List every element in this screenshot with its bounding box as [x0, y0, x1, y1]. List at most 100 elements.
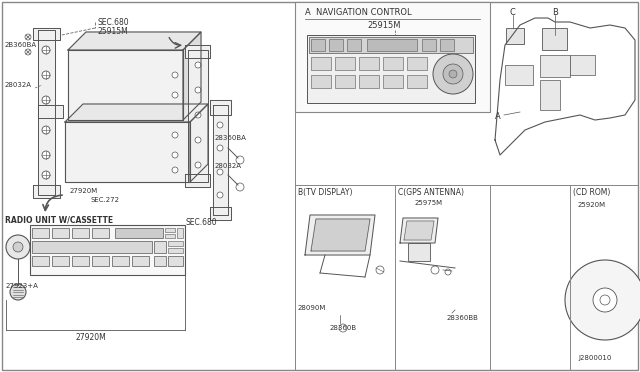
Circle shape — [217, 192, 223, 198]
Text: SEC.272: SEC.272 — [90, 197, 119, 203]
Polygon shape — [68, 32, 201, 50]
Bar — [52, 228, 69, 238]
Bar — [295, 2, 490, 112]
Polygon shape — [213, 105, 228, 215]
Bar — [311, 39, 325, 51]
Circle shape — [445, 269, 451, 275]
Text: 28032A: 28032A — [215, 163, 242, 169]
Bar — [168, 256, 183, 266]
Circle shape — [172, 167, 178, 173]
Polygon shape — [65, 104, 208, 122]
Text: 2B360BA: 2B360BA — [5, 42, 37, 48]
Bar — [408, 243, 430, 261]
Circle shape — [42, 171, 50, 179]
Circle shape — [42, 71, 50, 79]
Text: B(TV DISPLAY): B(TV DISPLAY) — [298, 188, 353, 197]
Circle shape — [42, 96, 50, 104]
Bar — [115, 228, 163, 238]
Text: 28032A: 28032A — [5, 82, 32, 88]
Text: 28360BB: 28360BB — [447, 315, 479, 321]
Polygon shape — [404, 221, 434, 240]
Bar — [30, 225, 185, 275]
Text: 28090M: 28090M — [298, 305, 326, 311]
Circle shape — [195, 112, 201, 118]
Bar — [329, 39, 343, 51]
Bar — [335, 57, 355, 70]
Bar — [32, 228, 49, 238]
Bar — [132, 256, 149, 266]
Bar — [506, 28, 524, 44]
Circle shape — [431, 266, 439, 274]
Circle shape — [339, 324, 347, 332]
Circle shape — [42, 151, 50, 159]
Bar — [407, 75, 427, 88]
Circle shape — [195, 62, 201, 68]
Circle shape — [236, 156, 244, 164]
Circle shape — [565, 260, 640, 340]
Bar — [422, 39, 436, 51]
Bar — [112, 256, 129, 266]
Bar — [440, 39, 454, 51]
Bar — [168, 241, 183, 246]
Bar — [359, 57, 379, 70]
Bar — [165, 234, 175, 238]
Bar — [367, 39, 417, 51]
Bar — [154, 256, 166, 266]
Bar — [72, 256, 89, 266]
Polygon shape — [311, 219, 370, 251]
Bar — [165, 228, 175, 232]
Text: (CD ROM): (CD ROM) — [573, 188, 611, 197]
Circle shape — [217, 169, 223, 175]
Bar — [92, 256, 109, 266]
Circle shape — [593, 288, 617, 312]
Circle shape — [195, 162, 201, 168]
Bar — [311, 57, 331, 70]
Polygon shape — [305, 215, 375, 255]
Circle shape — [172, 132, 178, 138]
Text: RADIO UNIT W/CASSETTE: RADIO UNIT W/CASSETTE — [5, 215, 113, 224]
Bar — [72, 228, 89, 238]
Bar — [359, 75, 379, 88]
Text: SEC.680: SEC.680 — [97, 18, 129, 27]
Polygon shape — [210, 207, 231, 220]
Polygon shape — [38, 105, 63, 118]
Polygon shape — [183, 32, 201, 120]
Bar — [505, 65, 533, 85]
Bar — [540, 80, 560, 110]
Bar — [347, 39, 361, 51]
Circle shape — [236, 183, 244, 191]
Circle shape — [217, 122, 223, 128]
Circle shape — [443, 64, 463, 84]
Circle shape — [195, 87, 201, 93]
Circle shape — [449, 70, 457, 78]
Polygon shape — [33, 28, 60, 40]
Text: 27923+A: 27923+A — [6, 283, 39, 289]
Polygon shape — [33, 185, 60, 198]
Polygon shape — [400, 218, 438, 243]
Text: 27920M: 27920M — [75, 333, 106, 342]
Text: SEC.680: SEC.680 — [185, 218, 216, 227]
Text: A  NAVIGATION CONTROL: A NAVIGATION CONTROL — [305, 8, 412, 17]
Circle shape — [172, 72, 178, 78]
Bar — [32, 256, 49, 266]
Circle shape — [42, 126, 50, 134]
Circle shape — [6, 235, 30, 259]
Bar — [335, 75, 355, 88]
Text: 25920M: 25920M — [578, 202, 606, 208]
Text: B: B — [552, 8, 558, 17]
Polygon shape — [68, 50, 183, 120]
Text: J2800010: J2800010 — [578, 355, 611, 361]
Circle shape — [172, 92, 178, 98]
Text: 27920M: 27920M — [70, 188, 99, 194]
Bar — [177, 228, 183, 238]
Bar — [383, 57, 403, 70]
Bar — [309, 37, 473, 53]
Bar — [542, 28, 567, 50]
Bar — [32, 241, 152, 253]
Bar — [407, 57, 427, 70]
Circle shape — [25, 49, 31, 55]
Text: 25915M: 25915M — [97, 27, 128, 36]
Circle shape — [195, 137, 201, 143]
Text: A: A — [495, 112, 500, 121]
Text: C: C — [510, 8, 516, 17]
